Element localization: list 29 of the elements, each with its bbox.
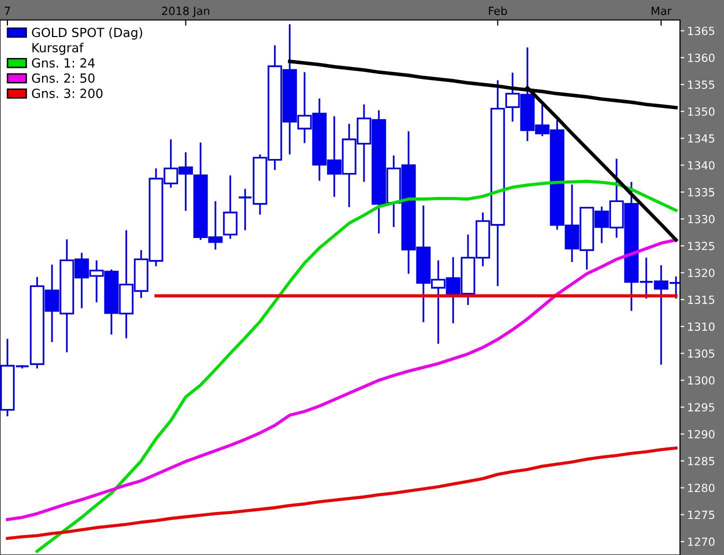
legend-label: GOLD SPOT (Dag): [32, 28, 142, 40]
y-tick-label: 1275: [688, 510, 714, 520]
y-tick-label: 1360: [688, 54, 714, 62]
legend-label: Gns. 3: 200: [32, 88, 102, 98]
y-tick-label: 1280: [688, 484, 714, 492]
y-tick-label: 1350: [688, 107, 714, 116]
y-tick-label: 1355: [688, 80, 714, 89]
y-tick-label: 1315: [688, 296, 714, 304]
legend-label: Gns. 2: 50: [32, 73, 95, 83]
y-tick-label: 1330: [688, 214, 714, 224]
y-tick-label: 1285: [688, 456, 714, 466]
y-tick-label: 1290: [688, 430, 714, 438]
x-tick-label: 2018 Jan: [162, 6, 210, 18]
y-tick-label: 1365: [688, 26, 714, 36]
y-tick-label: 1345: [688, 134, 714, 143]
y-tick-label: 1270: [688, 538, 714, 546]
x-tick-label: 7: [4, 6, 10, 15]
y-tick-label: 1310: [688, 322, 714, 331]
x-tick-label: Mar: [652, 6, 672, 16]
y-tick-label: 1325: [688, 242, 714, 250]
y-tick-label: 1295: [688, 403, 714, 412]
y-tick-label: 1320: [688, 268, 714, 278]
legend-label: Gns. 1: 24: [32, 58, 95, 68]
y-tick-label: 1300: [688, 376, 714, 385]
y-tick-label: 1340: [688, 161, 714, 170]
y-tick-label: 1335: [688, 188, 714, 196]
y-tick-label: 1305: [688, 349, 714, 358]
x-tick-label: Feb: [488, 6, 507, 16]
annotation: Kursgraf: [32, 42, 84, 55]
